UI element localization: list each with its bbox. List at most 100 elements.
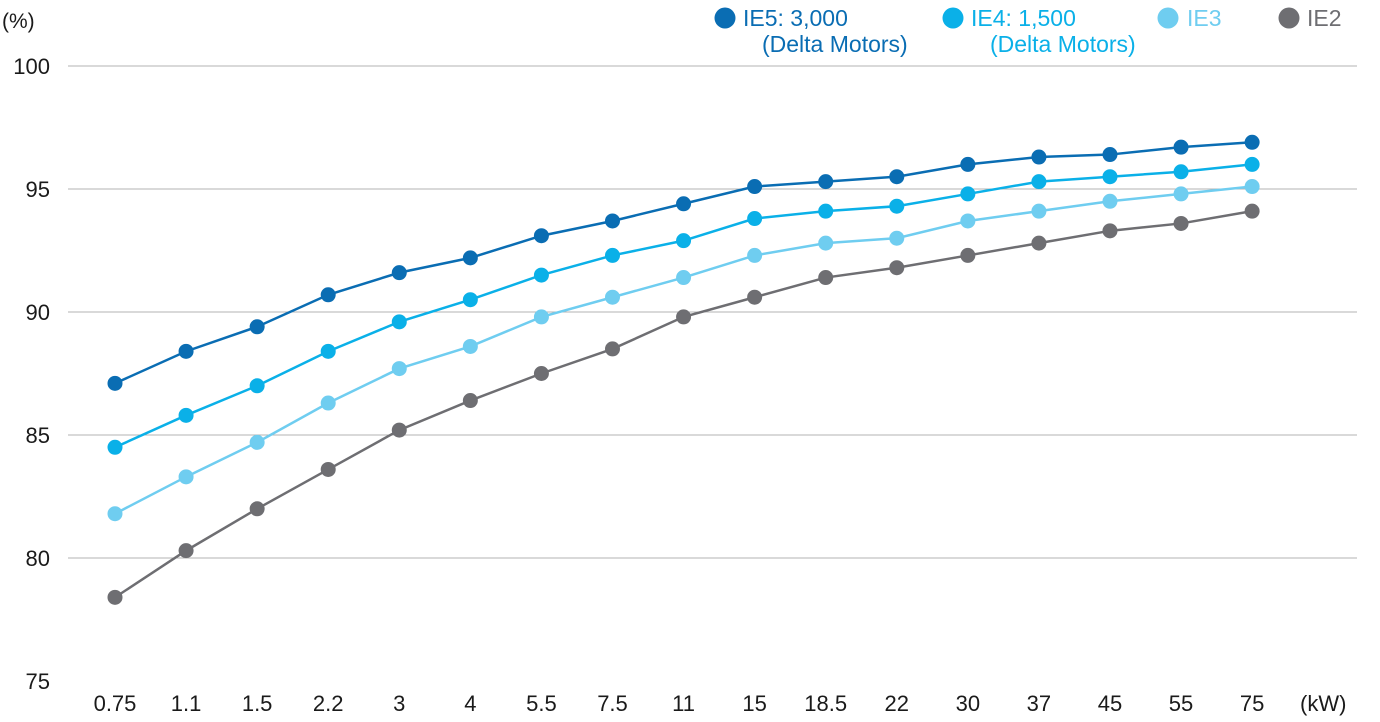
legend-label: IE2	[1307, 5, 1342, 31]
series-2	[107, 179, 1260, 522]
gridlines	[68, 65, 1357, 559]
data-point	[107, 375, 123, 391]
data-point	[391, 361, 407, 377]
data-point	[1031, 203, 1047, 219]
data-point	[604, 247, 620, 263]
data-point	[1244, 179, 1260, 195]
data-point	[889, 260, 905, 276]
legend: IE5: 3,000(Delta Motors)IE4: 1,500(Delta…	[714, 5, 1342, 57]
x-tick-label: 0.75	[94, 691, 137, 716]
x-tick-label: 45	[1098, 691, 1122, 716]
data-point	[1102, 193, 1118, 209]
data-point	[676, 270, 692, 286]
y-tick-label: 90	[26, 300, 50, 325]
x-tick-label: 37	[1027, 691, 1051, 716]
data-point	[533, 309, 549, 325]
x-tick-label: 2.2	[313, 691, 344, 716]
y-axis-unit-label: (%)	[2, 10, 35, 33]
x-tick-label: 11	[672, 691, 695, 716]
data-point	[249, 378, 265, 394]
data-point	[818, 174, 834, 190]
data-point	[249, 319, 265, 335]
data-point	[676, 233, 692, 249]
data-point	[747, 289, 763, 305]
legend-item-1: IE4: 1,500(Delta Motors)	[942, 5, 1136, 57]
data-point	[818, 270, 834, 286]
data-point	[391, 265, 407, 281]
data-point	[391, 314, 407, 330]
legend-label: IE3	[1187, 5, 1222, 31]
data-point	[107, 439, 123, 455]
data-point	[676, 309, 692, 325]
x-tick-label: 4	[464, 691, 476, 716]
legend-sublabel: (Delta Motors)	[762, 31, 908, 57]
data-point	[960, 156, 976, 172]
series-3	[107, 203, 1260, 605]
x-tick-label: 30	[956, 691, 980, 716]
data-point	[818, 203, 834, 219]
data-point	[1173, 164, 1189, 180]
data-point	[533, 267, 549, 283]
series-layer	[107, 134, 1260, 605]
data-point	[249, 434, 265, 450]
legend-marker	[1278, 7, 1300, 29]
y-tick-label: 85	[26, 423, 50, 448]
data-point	[320, 343, 336, 359]
x-tick-label: 55	[1169, 691, 1193, 716]
data-point	[178, 343, 194, 359]
data-point	[889, 169, 905, 185]
x-tick-label: 22	[885, 691, 909, 716]
data-point	[1102, 147, 1118, 163]
data-point	[604, 213, 620, 229]
data-point	[391, 422, 407, 438]
x-tick-label: 75	[1240, 691, 1264, 716]
data-point	[1031, 149, 1047, 165]
series-line	[114, 209, 1253, 599]
data-point	[1244, 156, 1260, 172]
data-point	[462, 393, 478, 409]
x-tick-label: 18.5	[804, 691, 847, 716]
x-tick-label: 5.5	[526, 691, 557, 716]
legend-sublabel: (Delta Motors)	[990, 31, 1136, 57]
legend-marker	[714, 7, 736, 29]
series-1	[107, 156, 1260, 455]
x-axis-unit-label: (kW)	[1300, 691, 1346, 716]
data-point	[1173, 186, 1189, 202]
data-point	[178, 469, 194, 485]
data-point	[107, 506, 123, 522]
data-point	[960, 213, 976, 229]
data-point	[1031, 174, 1047, 190]
data-point	[462, 338, 478, 354]
data-point	[747, 211, 763, 227]
data-point	[960, 186, 976, 202]
data-point	[462, 250, 478, 266]
y-tick-label: 75	[26, 669, 50, 694]
x-tick-label: 7.5	[597, 691, 628, 716]
legend-item-2: IE3	[1157, 5, 1222, 31]
data-point	[604, 341, 620, 357]
data-point	[818, 235, 834, 251]
x-axis: 0.75 1.1 1.5 2.2 3 4 5.5 7.5 11 15 18.5 22 30 37 45 55 7…	[94, 691, 1265, 716]
data-point	[1244, 134, 1260, 150]
data-point	[249, 501, 265, 517]
x-tick-label: 1.1	[171, 691, 202, 716]
data-point	[107, 589, 123, 605]
data-point	[1173, 215, 1189, 231]
data-point	[462, 292, 478, 308]
y-axis: 75 80 85 90 95 100	[13, 54, 50, 694]
data-point	[320, 287, 336, 303]
data-point	[533, 366, 549, 381]
data-point	[533, 228, 549, 244]
legend-marker	[1157, 7, 1179, 29]
data-point	[676, 196, 692, 212]
data-point	[1031, 235, 1047, 251]
data-point	[1102, 169, 1118, 185]
x-tick-label: 15	[742, 691, 766, 716]
legend-label: IE4: 1,500	[971, 5, 1076, 31]
data-point	[1244, 203, 1260, 219]
data-point	[320, 461, 336, 477]
data-point	[747, 247, 763, 263]
data-point	[889, 198, 905, 214]
x-tick-label: 3	[393, 691, 405, 716]
